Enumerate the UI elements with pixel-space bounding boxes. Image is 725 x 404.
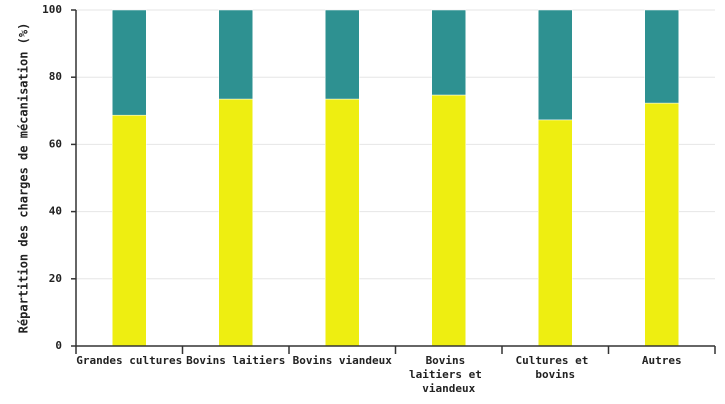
y-tick-label: 80 [49, 70, 62, 83]
x-tick-label: Autres [642, 354, 682, 367]
bar-segment [538, 9, 573, 121]
x-tick-label: Bovins laitiers et viandeux [409, 354, 488, 395]
label-line: laitiers et [409, 368, 488, 381]
bar-segment [644, 102, 679, 347]
bar-segment [218, 9, 253, 100]
y-tick-label: 100 [42, 3, 62, 16]
bar-segment [112, 114, 147, 347]
x-tick-label: Cultures et bovins [516, 354, 595, 381]
x-tick-label: Bovins laitiers [186, 354, 285, 367]
label-line: Bovins [426, 354, 472, 367]
label-line: bovins [535, 368, 575, 381]
y-tick-label: 20 [49, 272, 62, 285]
y-tick-label: 40 [49, 205, 62, 218]
x-tick-label: Grandes cultures [76, 354, 182, 367]
y-tick-label: 60 [49, 137, 62, 150]
x-tick-label: Bovins viandeux [293, 354, 393, 367]
bar-segment [218, 98, 253, 347]
bar-segment [325, 98, 360, 347]
bar-segment [112, 9, 147, 116]
bar-segment [538, 119, 573, 347]
y-axis-label: Répartition des charges de mécanisation … [17, 23, 31, 334]
bar-segment [644, 9, 679, 104]
bar-segment [431, 94, 466, 347]
label-line: viandeux [422, 382, 475, 395]
bar-segment [431, 9, 466, 96]
label-line: Cultures et [516, 354, 595, 367]
bar-segment [325, 9, 360, 100]
y-tick-label: 0 [55, 339, 62, 352]
